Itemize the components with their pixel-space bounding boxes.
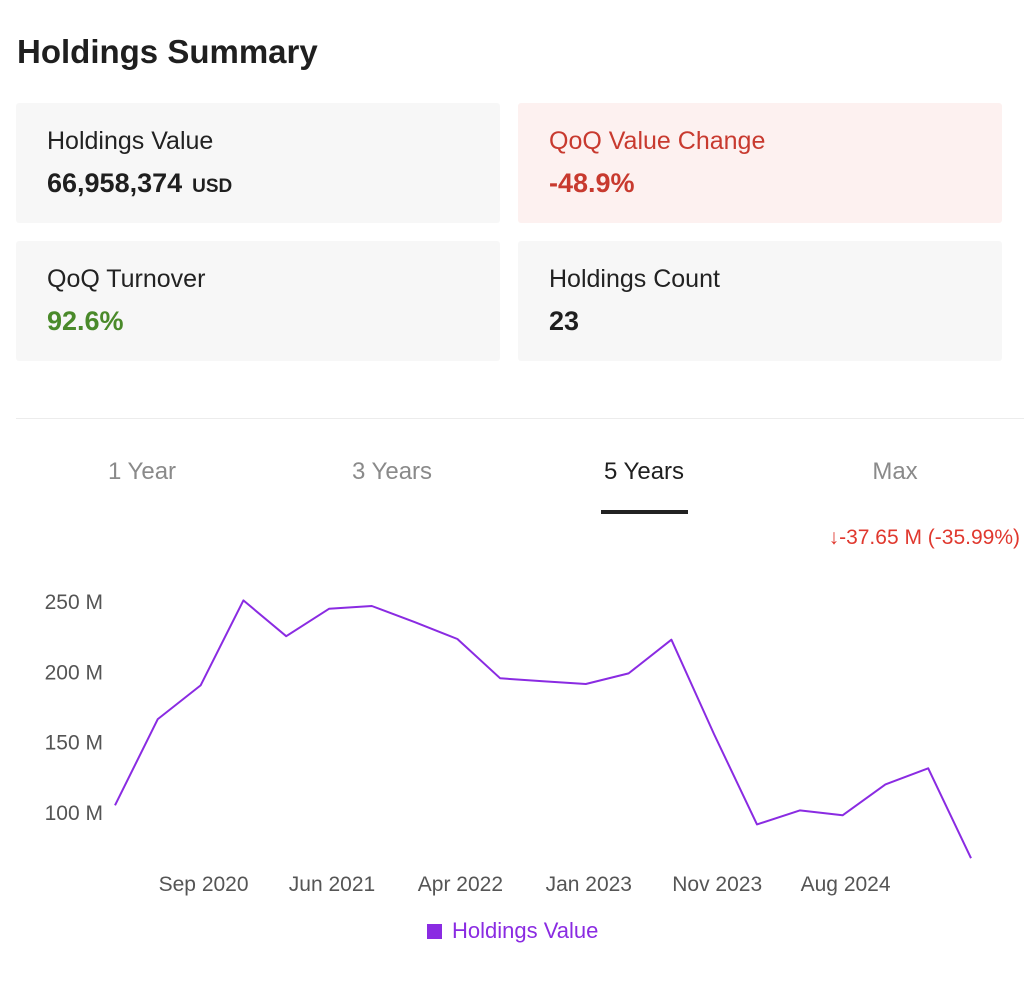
data-point[interactable]	[881, 780, 889, 788]
qoq-value-change-card: QoQ Value Change -48.9%	[518, 103, 1002, 223]
x-tick-label: Sep 2020	[159, 873, 249, 896]
y-tick-label: 150 M	[45, 732, 103, 755]
data-point[interactable]	[282, 632, 290, 640]
data-point[interactable]	[839, 811, 847, 819]
holdings-value-label: Holdings Value	[47, 127, 214, 155]
y-tick-label: 100 M	[45, 802, 103, 825]
period-change-summary: ↓-37.65 M (-35.99%)	[828, 526, 1020, 549]
holdings-value-number: 66,958,374	[47, 168, 183, 198]
legend-swatch-holdings-value	[427, 923, 442, 939]
tab-5-years[interactable]: 5 Years	[603, 458, 685, 485]
data-point[interactable]	[753, 820, 761, 828]
x-tick-label: Aug 2024	[801, 873, 891, 896]
holdings-value-chart: 100 M 150 M 200 M 250 M Sep 2020 Jun 2021 Apr …	[45, 591, 975, 896]
time-range-tabs: 1 Year 3 Years 5 Years Max	[0, 440, 1024, 520]
tab-max[interactable]: Max	[872, 458, 918, 485]
data-point[interactable]	[667, 636, 675, 644]
active-tab-indicator	[601, 510, 688, 514]
data-point[interactable]	[368, 602, 376, 610]
data-point[interactable]	[325, 605, 333, 613]
qoq-value-change-value: -48.9%	[549, 168, 635, 198]
x-tick-label: Jan 2023	[546, 873, 632, 896]
qoq-value-change-label: QoQ Value Change	[549, 127, 766, 155]
data-point[interactable]	[239, 596, 247, 604]
holdings-count-card: Holdings Count 23	[518, 241, 1002, 361]
data-point[interactable]	[710, 731, 718, 739]
qoq-turnover-label: QoQ Turnover	[47, 265, 206, 293]
holdings-value-card: Holdings Value 66,958,374 USD	[16, 103, 500, 223]
section-divider	[16, 418, 1024, 419]
data-point[interactable]	[924, 764, 932, 772]
x-tick-label: Apr 2022	[418, 873, 503, 896]
data-point[interactable]	[967, 854, 975, 862]
x-tick-label: Nov 2023	[672, 873, 762, 896]
data-point[interactable]	[197, 681, 205, 689]
tab-1-year[interactable]: 1 Year	[107, 458, 177, 485]
qoq-turnover-card: QoQ Turnover 92.6%	[16, 241, 500, 361]
chart-legend[interactable]: Holdings Value	[427, 918, 598, 944]
series-line-holdings-value[interactable]	[114, 599, 972, 859]
y-tick-label: 250 M	[45, 591, 103, 614]
data-point[interactable]	[796, 806, 804, 814]
data-point[interactable]	[625, 669, 633, 677]
data-point[interactable]	[539, 677, 547, 685]
data-point[interactable]	[496, 674, 504, 682]
data-point[interactable]	[111, 801, 119, 809]
data-point[interactable]	[582, 680, 590, 688]
page-title: Holdings Summary	[17, 33, 318, 70]
data-point[interactable]	[411, 618, 419, 626]
x-tick-label: Jun 2021	[289, 873, 375, 896]
holdings-value-amount: 66,958,374 USD	[47, 168, 232, 199]
holdings-value-unit: USD	[192, 176, 233, 197]
y-tick-label: 200 M	[45, 661, 103, 684]
holdings-count-value: 23	[549, 306, 580, 336]
legend-label-holdings-value: Holdings Value	[452, 918, 599, 943]
qoq-turnover-value: 92.6%	[47, 306, 124, 336]
tab-3-years[interactable]: 3 Years	[351, 458, 433, 485]
data-point[interactable]	[453, 635, 461, 643]
holdings-count-label: Holdings Count	[549, 265, 720, 293]
data-point[interactable]	[154, 715, 162, 723]
